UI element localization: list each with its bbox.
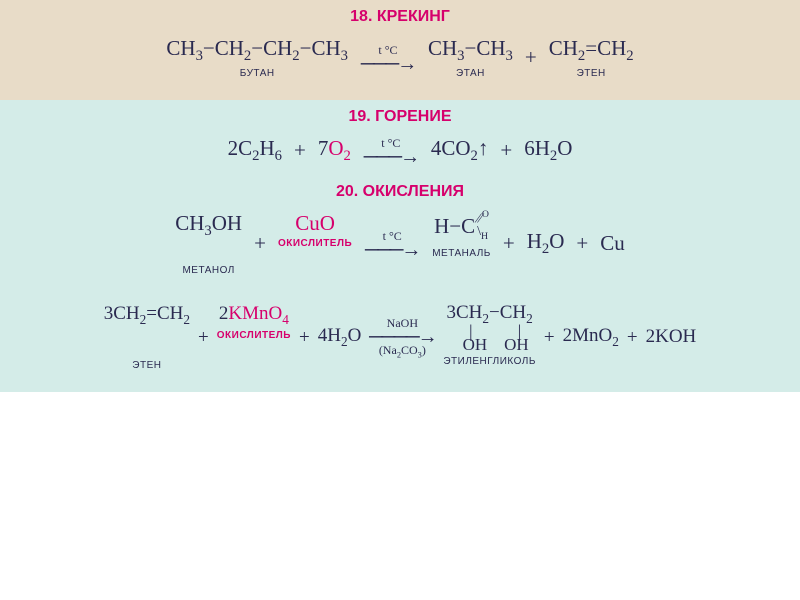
methanol: CH3OH [175, 211, 242, 241]
ethene-label: ЭТЕН [577, 68, 606, 80]
title-20: 20. ОКИСЛЕНИЯ [20, 183, 780, 201]
c2h6: 2C2H6 [228, 136, 282, 165]
equation-18: CH3−CH2−CH2−CH3 БУТАН t °C ───→ CH3−CH3 … [20, 36, 780, 80]
ch2ch2-top: CH2−CH2 [456, 302, 533, 323]
kmno4-label: ОКИСЛИТЕЛЬ [217, 330, 291, 342]
o2-term: 7O2 [318, 136, 351, 165]
ethene-f: 3CH2=CH2 [104, 303, 190, 328]
h2o-20a: H2O [527, 229, 565, 258]
arrow-bot-20b: (Na2CO3) [379, 343, 426, 359]
koh: 2KOH [646, 326, 697, 348]
plus-icon: + [297, 328, 312, 347]
glycol-oh: OH OH [451, 336, 529, 354]
h2o-4: 4H2O [318, 325, 362, 350]
plus-icon: + [292, 140, 308, 161]
ch2ch2: CH2=CH2 [113, 303, 190, 324]
o2-accent: O2 [328, 136, 351, 160]
arrow-line-icon: ───→ [365, 242, 420, 258]
arrow-18: t °C ───→ [358, 43, 418, 72]
glycol-term: 3CH2−CH2 | | OH OH ЭТИЛЕНГЛИКОЛЬ [443, 303, 536, 368]
plus-icon: + [625, 328, 640, 347]
arrow-line-icon: ───→ [361, 56, 416, 72]
h-atom: H [481, 231, 488, 242]
methanal-term: H−C ⁄⁄O \H МЕТАНАЛЬ [432, 211, 491, 260]
cuo-label: ОКИСЛИТЕЛЬ [278, 238, 352, 250]
ethene-formula: CH2=CH2 [549, 36, 634, 66]
plus-icon: + [252, 233, 268, 254]
cuo: CuO [295, 211, 335, 236]
arrow-20b: NaOH ────→ (Na2CO3) [367, 316, 437, 359]
methanal-label: МЕТАНАЛЬ [432, 248, 491, 260]
sgl-bot: \H [477, 226, 488, 242]
title-18: 18. КРЕКИНГ [20, 8, 780, 26]
ethane-label: ЭТАН [456, 68, 485, 80]
butane-term: CH3−CH2−CH2−CH3 БУТАН [166, 36, 348, 80]
plus-icon: + [196, 328, 211, 347]
plus-icon: + [542, 328, 557, 347]
co2: 4CO2↑ [431, 136, 489, 165]
mno2: 2MnO2 [563, 325, 619, 350]
glycol-structure: 3CH2−CH2 | | OH OH [446, 303, 532, 354]
arrow-20a: t °C ───→ [362, 229, 422, 258]
methanal-structure: H−C ⁄⁄O \H [434, 211, 489, 242]
arrow-line-icon: ───→ [364, 149, 419, 165]
coef3b: 3 [446, 302, 456, 323]
coef2: 2 [219, 303, 229, 324]
coef3: 3 [104, 303, 114, 324]
equation-20b: 3CH2=CH2 ЭТЕН + 2KMnO4 ОКИСЛИТЕЛЬ + 4H2O… [20, 303, 780, 372]
ethene-label-20b: ЭТЕН [132, 360, 161, 372]
plus-icon: + [574, 233, 590, 254]
methanol-label: МЕТАНОЛ [182, 265, 234, 277]
kmno4-accent: KMnO4 [228, 303, 289, 324]
plus-icon: + [498, 140, 514, 161]
section-cracking: 18. КРЕКИНГ CH3−CH2−CH2−CH3 БУТАН t °C ─… [0, 0, 800, 100]
ethene-term: CH2=CH2 ЭТЕН [549, 36, 634, 80]
butane-formula: CH3−CH2−CH2−CH3 [166, 36, 348, 66]
plus-icon: + [501, 233, 517, 254]
kmno4-term: 2KMnO4 ОКИСЛИТЕЛЬ [217, 303, 291, 342]
methanol-term: CH3OH МЕТАНОЛ [175, 211, 242, 277]
equation-20a: CH3OH МЕТАНОЛ + CuO ОКИСЛИТЕЛЬ t °C ───→… [20, 211, 780, 277]
arrow-19: t °C ───→ [361, 136, 421, 165]
ethane-formula: CH3−CH3 [428, 36, 513, 66]
cuo-term: CuO ОКИСЛИТЕЛЬ [278, 211, 352, 250]
ethane-term: CH3−CH3 ЭТАН [428, 36, 513, 80]
methanal-right: ⁄⁄O \H [477, 211, 489, 242]
equation-19: 2C2H6 + 7O2 t °C ───→ 4CO2↑ + 6H2O [20, 136, 780, 165]
plus-icon: + [523, 47, 539, 68]
ethene-20b: 3CH2=CH2 ЭТЕН [104, 303, 190, 372]
o-atom: O [482, 209, 489, 220]
o2-coef: 7 [318, 136, 329, 160]
butane-label: БУТАН [240, 68, 275, 80]
glycol-label: ЭТИЛЕНГЛИКОЛЬ [443, 356, 536, 368]
title-19: 19. ГОРЕНИЕ [20, 108, 780, 126]
h2o: 6H2O [524, 136, 572, 165]
kmno4: 2KMnO4 [219, 303, 289, 328]
cu: Cu [600, 231, 625, 256]
hc-part: H−C [434, 214, 475, 239]
section-combustion: 19. ГОРЕНИЕ 2C2H6 + 7O2 t °C ───→ 4CO2↑ … [0, 100, 800, 392]
